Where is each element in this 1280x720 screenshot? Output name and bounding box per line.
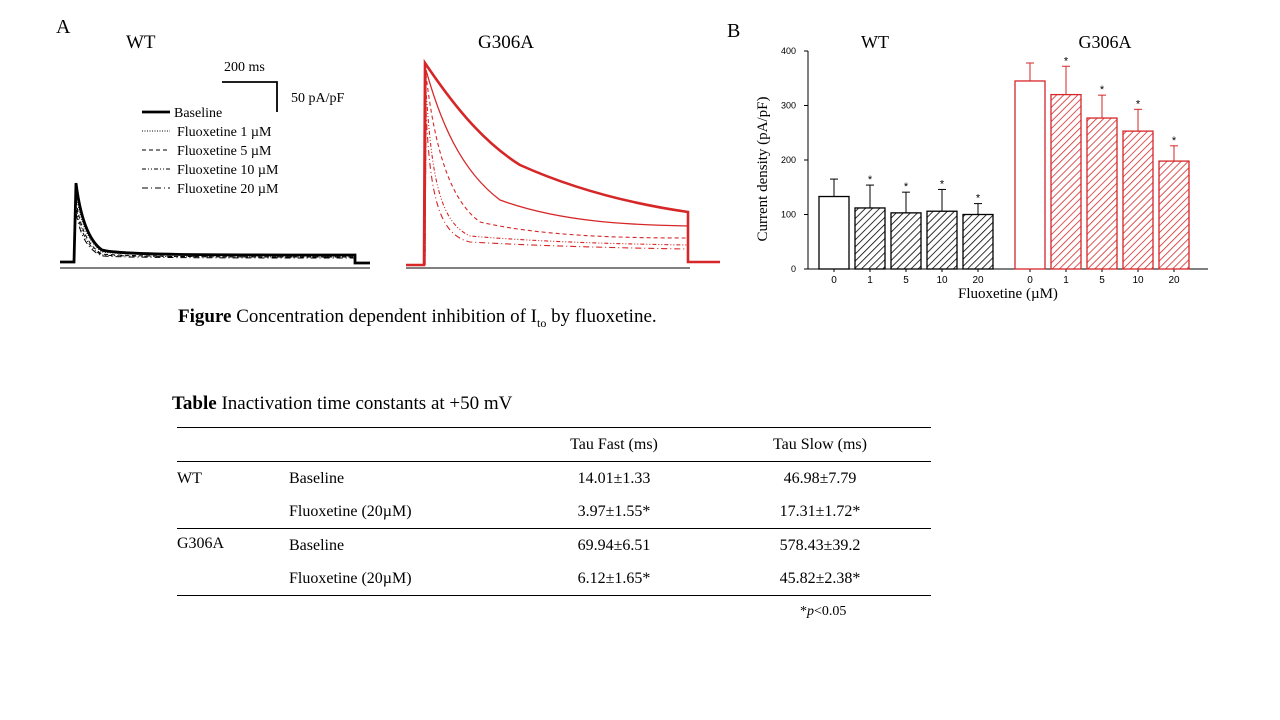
wt-traces-title: WT <box>126 32 156 53</box>
bar-wt-1 <box>854 207 886 270</box>
current-traces-panel: 200 ms 50 pA/pF Baseline Fluoxetine 1 µM… <box>60 58 720 269</box>
wt-traces <box>60 182 370 265</box>
table-title-text: Inactivation time constants at +50 mV <box>221 393 513 414</box>
condition-cell: Baseline <box>289 469 345 487</box>
tau-slow-cell: 17.31±1.72* <box>779 502 861 520</box>
bar-g306a-10 <box>1122 130 1154 270</box>
panel-b-label: B <box>727 20 741 42</box>
bar-wt-10 <box>926 210 958 270</box>
chart-group-title-wt: WT <box>861 32 889 52</box>
tau-slow-cell: 45.82±2.38* <box>779 569 861 587</box>
x-tick-label: 0 <box>831 275 837 286</box>
bar-g306a-0 <box>1014 80 1046 270</box>
caption-end: by fluoxetine. <box>551 306 657 327</box>
genotype-cell: G306A <box>177 535 225 552</box>
y-tick-label: 300 <box>781 101 796 111</box>
tau-fast-cell: 3.97±1.55* <box>577 502 651 520</box>
bar-g306a-20 <box>1158 160 1190 270</box>
significance-star: * <box>868 174 873 186</box>
g306a-trace-5um <box>424 74 689 266</box>
footnote-star: * <box>800 604 807 619</box>
scale-bar <box>222 81 278 112</box>
x-tick-label: 5 <box>1099 275 1105 286</box>
figure-caption: Figure Concentration dependent inhibitio… <box>178 306 657 331</box>
condition-cell: Fluoxetine (20µM) <box>289 502 412 520</box>
table-row: G306A Baseline 69.94±6.51 578.43±39.2 <box>177 529 931 563</box>
x-tick-label: 0 <box>1027 275 1033 286</box>
table-group-wt: WT Baseline 14.01±1.33 46.98±7.79 Fluoxe… <box>177 462 931 529</box>
x-tick-label: 10 <box>1132 275 1144 286</box>
legend-label-10um: Fluoxetine 10 µM <box>177 163 279 178</box>
inactivation-table: Tau Fast (ms) Tau Slow (ms) WT Baseline … <box>177 427 931 596</box>
x-tick-label: 1 <box>1063 275 1069 286</box>
footnote-threshold: <0.05 <box>814 604 847 619</box>
caption-bold: Figure <box>178 306 232 327</box>
significance-star: * <box>940 178 945 190</box>
legend-label-baseline: Baseline <box>174 106 222 121</box>
table-group-g306a: G306A Baseline 69.94±6.51 578.43±39.2 Fl… <box>177 529 931 596</box>
x-tick-label: 10 <box>936 275 948 286</box>
bar-g306a-5 <box>1086 117 1118 270</box>
tau-slow-cell: 578.43±39.2 <box>779 536 861 554</box>
current-scale-label: 50 pA/pF <box>291 91 345 106</box>
significance-star: * <box>904 181 909 193</box>
significance-star: * <box>1064 55 1069 67</box>
table-header-row: Tau Fast (ms) Tau Slow (ms) <box>177 427 931 462</box>
header-condition <box>289 428 519 462</box>
g306a-traces <box>406 58 720 267</box>
condition-cell: Baseline <box>289 536 345 554</box>
significance-star: * <box>1100 84 1105 96</box>
table-title-bold: Table <box>172 393 217 414</box>
tau-fast-cell: 14.01±1.33 <box>577 469 651 487</box>
table-footnote: *p<0.05 <box>800 604 846 620</box>
wt-trace-10um <box>73 205 356 263</box>
chart-group-title-g306a: G306A <box>1079 32 1132 52</box>
x-tick-label: 20 <box>1168 275 1180 286</box>
x-tick-label: 5 <box>903 275 909 286</box>
tau-fast-cell: 69.94±6.51 <box>577 536 651 554</box>
header-tau-fast: Tau Fast (ms) <box>570 435 658 453</box>
wt-trace-baseline <box>60 182 370 265</box>
bar-wt-0 <box>818 195 850 270</box>
table-row: Fluoxetine (20µM) 6.12±1.65* 45.82±2.38* <box>177 562 931 596</box>
bar-g306a-1 <box>1050 93 1082 270</box>
table-row: WT Baseline 14.01±1.33 46.98±7.79 <box>177 462 931 496</box>
tau-slow-cell: 46.98±7.79 <box>783 469 857 487</box>
significance-star: * <box>1136 98 1141 110</box>
header-genotype <box>177 428 289 462</box>
y-tick-label: 0 <box>791 264 796 274</box>
caption-text: Concentration dependent inhibition of I <box>236 306 537 327</box>
bar-wt-5 <box>890 212 922 270</box>
g306a-traces-title: G306A <box>478 32 534 53</box>
y-tick-label: 200 <box>781 155 796 165</box>
g306a-trace-baseline <box>406 58 720 267</box>
x-tick-label: 1 <box>867 275 873 286</box>
significance-star: * <box>976 193 981 205</box>
panel-a-label: A <box>56 16 71 38</box>
y-axis-label: Current density (pA/pF) <box>755 97 771 242</box>
g306a-trace-1um <box>424 69 689 266</box>
footnote-p: p <box>807 604 814 619</box>
trace-legend: Baseline Fluoxetine 1 µM Fluoxetine 5 µM… <box>142 106 279 197</box>
significance-star: * <box>1172 135 1177 147</box>
x-axis-label: Fluoxetine (µM) <box>958 286 1058 302</box>
table-title: Table Inactivation time constants at +50… <box>172 393 512 415</box>
y-tick-label: 400 <box>781 46 796 56</box>
legend-label-5um: Fluoxetine 5 µM <box>177 144 272 159</box>
g306a-trace-10um <box>424 89 689 266</box>
legend-label-20um: Fluoxetine 20 µM <box>177 182 279 197</box>
header-tau-slow: Tau Slow (ms) <box>773 435 867 453</box>
genotype-cell: WT <box>177 470 202 487</box>
legend-label-1um: Fluoxetine 1 µM <box>177 125 272 140</box>
caption-subscript: to <box>537 315 547 330</box>
x-tick-label: 20 <box>972 275 984 286</box>
tau-fast-cell: 6.12±1.65* <box>577 569 651 587</box>
table-row: Fluoxetine (20µM) 3.97±1.55* 17.31±1.72* <box>177 495 931 529</box>
y-tick-label: 100 <box>781 210 796 220</box>
condition-cell: Fluoxetine (20µM) <box>289 569 412 587</box>
g306a-trace-20um <box>424 109 689 266</box>
bar-wt-20 <box>962 213 994 270</box>
time-scale-label: 200 ms <box>224 60 265 75</box>
